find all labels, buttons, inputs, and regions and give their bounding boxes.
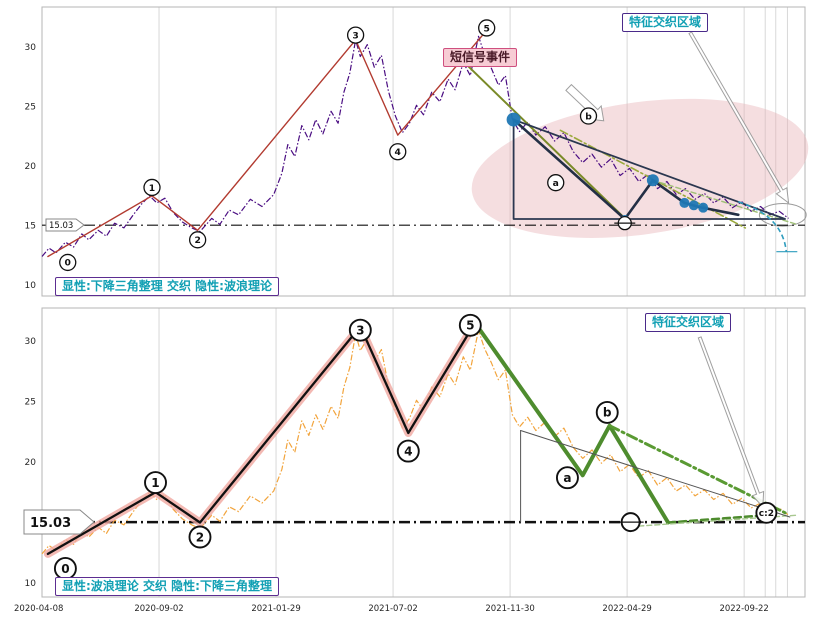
wave-highlight-underlay	[43, 318, 479, 558]
wave-label-circle	[595, 400, 619, 424]
wave-label-text: 2	[196, 530, 204, 544]
y-tick-label: 10	[25, 281, 37, 291]
wave-label-text: 5	[466, 319, 474, 333]
price-tag-box	[23, 509, 95, 535]
wave-label-text: c:2	[759, 509, 774, 519]
y-tick-label: 30	[25, 43, 37, 53]
wave-label-circle	[396, 439, 420, 463]
wave-label-text: a	[553, 178, 559, 189]
x-tick-label: 2021-11-30	[485, 604, 534, 614]
light-green-dashed	[652, 179, 798, 226]
short-signal-event-label: 短信号事件	[443, 48, 518, 67]
wave-label-text: 3	[356, 323, 364, 337]
wave-label-text: 4	[404, 444, 412, 458]
x-tick-label: 2022-04-29	[602, 604, 651, 614]
pivot-dot	[698, 202, 709, 213]
pivot-dot	[679, 197, 690, 208]
wave-zigzag	[46, 321, 477, 556]
price-tag-text: 15.03	[49, 221, 73, 231]
descending-triangle	[512, 118, 786, 220]
wave-label-text: 2	[194, 235, 200, 246]
abc-green-dashed	[666, 513, 768, 524]
thin-triangle-hypotenuse	[520, 430, 791, 518]
wave-label-text: 4	[395, 147, 401, 158]
chart-panel-0: 10 15 20 25 30 0 1 2 3 4 5 a b 15.03	[25, 6, 809, 297]
pivot-dot	[646, 174, 659, 187]
y-tick-label: 10	[25, 579, 37, 589]
projection-curve	[738, 200, 788, 252]
wave-label-text: 3	[352, 30, 358, 41]
y-tick-label: 20	[25, 162, 37, 172]
wave-label-text: 0	[65, 258, 71, 269]
wave-label-text: b	[585, 111, 592, 122]
x-tick-label: 2020-09-02	[134, 604, 183, 614]
wave-label-text: 1	[151, 476, 159, 490]
wave-label-text: a	[563, 471, 571, 485]
price-tag-text: 15.03	[30, 516, 71, 531]
wave-label-circle	[478, 19, 496, 37]
x-tick-label: 2022-09-22	[719, 604, 768, 614]
y-tick-label: 30	[25, 337, 37, 347]
wave-label-circle	[755, 501, 778, 524]
x-tick-label: 2021-01-29	[251, 604, 300, 614]
wave-label-circle	[188, 525, 212, 549]
y-tick-label: 20	[25, 458, 37, 468]
pivot-dot	[506, 112, 521, 127]
price-series	[41, 35, 789, 257]
chart-panel-1: 10152025302020-04-082020-09-022021-01-29…	[14, 307, 806, 614]
feature-interweave-region-label-bottom: 特征交织区域	[645, 313, 732, 332]
y-tick-label: 15	[25, 222, 36, 232]
wave-label-circle	[555, 466, 579, 490]
price-tag-box	[45, 218, 85, 232]
wave-label-circle	[188, 231, 207, 249]
x-tick-label: 2020-04-08	[14, 604, 63, 614]
signal-line-olive	[464, 62, 626, 220]
explicit-implicit-pattern-label-bottom: 显性:波浪理论 交织 隐性:下降三角整理	[55, 577, 279, 596]
wave-label-circle	[547, 174, 565, 192]
wave-label-circle	[59, 253, 77, 272]
wave-label-circle	[458, 313, 482, 337]
highlight-ellipse	[471, 98, 809, 238]
elliott-trend-line	[47, 29, 488, 258]
apex-ellipse	[758, 203, 807, 227]
annotation-arrow	[697, 336, 765, 508]
wave-label-circle	[389, 143, 407, 161]
wave-label-circle	[348, 318, 372, 342]
pivot-dot	[688, 200, 699, 211]
wave-label-circle	[143, 178, 161, 197]
wave-label-circle	[346, 26, 365, 44]
wave-label-text: 0	[61, 562, 69, 576]
y-tick-label: 25	[25, 398, 36, 408]
panel-border	[41, 307, 806, 598]
wave-label-text: b	[603, 406, 612, 420]
y-tick-label: 25	[25, 103, 36, 113]
panel-border	[41, 6, 806, 297]
wave-label-circle	[144, 471, 167, 495]
wave-label-text: 5	[483, 23, 489, 34]
feature-interweave-region-label-top: 特征交织区域	[622, 13, 709, 32]
wave-label-circle	[579, 107, 598, 125]
price-series	[41, 329, 789, 555]
explicit-implicit-pattern-label-top: 显性:下降三角整理 交织 隐性:波浪理论	[55, 277, 279, 296]
x-tick-label: 2021-07-02	[368, 604, 417, 614]
abc-green-solid	[473, 320, 671, 525]
annotation-arrow	[688, 31, 790, 204]
wave-label-text: 1	[149, 183, 155, 194]
